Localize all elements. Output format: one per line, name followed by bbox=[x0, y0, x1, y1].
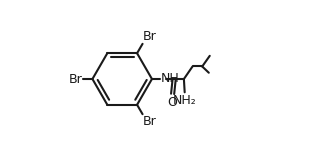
Text: Br: Br bbox=[69, 73, 82, 85]
Text: Br: Br bbox=[143, 115, 157, 128]
Text: NH: NH bbox=[161, 72, 180, 85]
Text: O: O bbox=[167, 96, 177, 109]
Text: NH₂: NH₂ bbox=[173, 94, 197, 107]
Text: Br: Br bbox=[143, 30, 157, 43]
